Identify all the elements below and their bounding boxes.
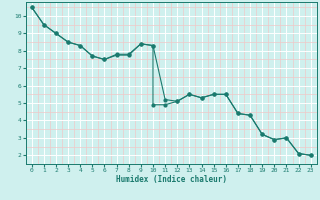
- X-axis label: Humidex (Indice chaleur): Humidex (Indice chaleur): [116, 175, 227, 184]
